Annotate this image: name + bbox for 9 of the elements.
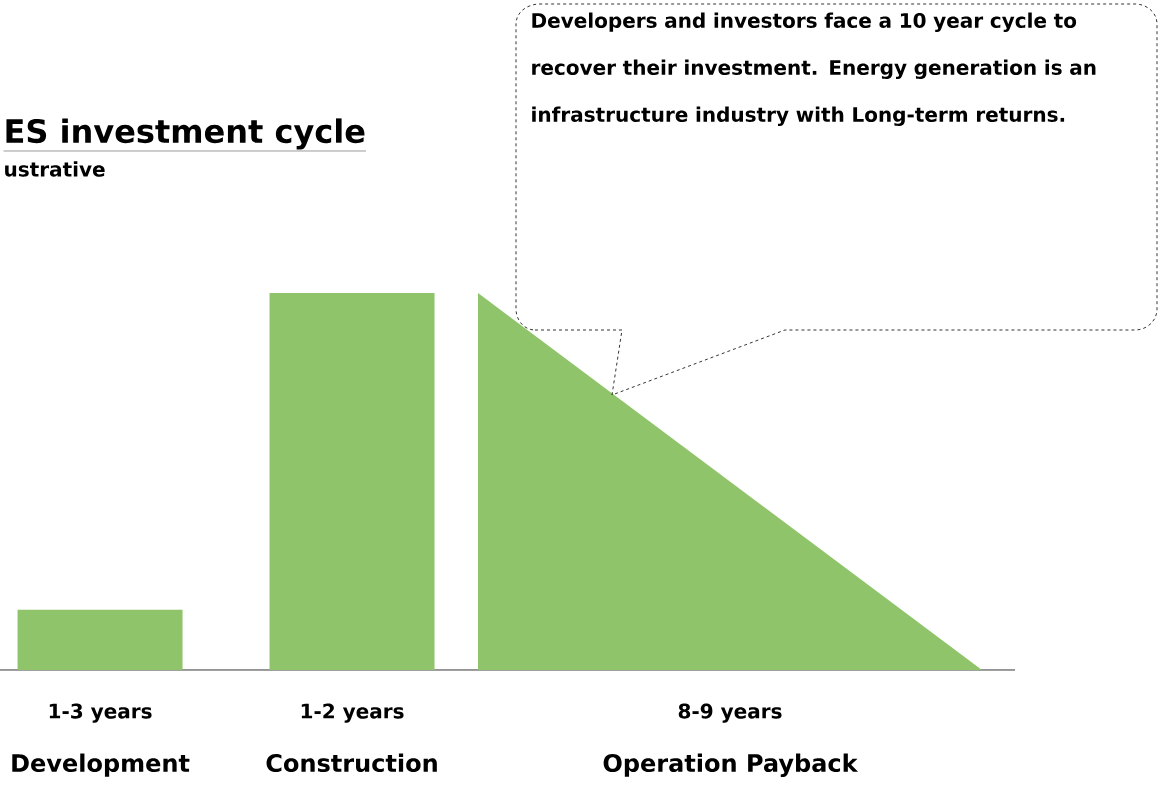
text: Developers and investors face a 10 year cycle to recover their investment. Energy generation is an infrastructure industry with Long-term returns. xyxy=(532,12,1096,127)
x-tick-label: Development xyxy=(12,753,190,777)
chart-title: ES investment cycle xyxy=(6,118,365,150)
text: 1-2 years xyxy=(301,703,404,723)
chart-subtitle: ustrative xyxy=(5,161,105,177)
x-tick-label: Construction xyxy=(266,753,437,773)
x-tick-label: Operation Payback xyxy=(603,753,859,777)
text: 1-3 years xyxy=(49,703,152,723)
text: 8-9 years xyxy=(678,703,782,723)
